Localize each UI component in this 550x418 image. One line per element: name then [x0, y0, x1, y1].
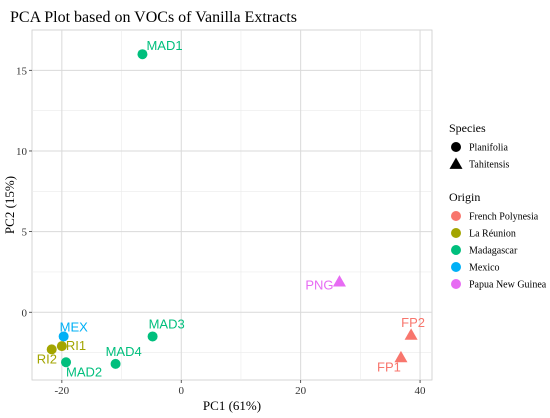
- point-mex: [58, 331, 69, 342]
- legend-origin-label: La Réunion: [469, 229, 516, 240]
- label-mad3: MAD3: [149, 316, 185, 331]
- label-mad1: MAD1: [146, 38, 182, 53]
- x-tick-label: 0: [179, 385, 185, 397]
- legend-species-label: Planifolia: [469, 143, 508, 154]
- legend-origin-swatch: [451, 279, 461, 289]
- label-mex: MEX: [60, 319, 89, 334]
- legend-origin-swatch: [451, 262, 461, 272]
- x-tick-label: -20: [55, 385, 70, 397]
- label-png: PNG: [305, 278, 333, 293]
- legend-origin-label: French Polynesia: [469, 212, 539, 223]
- legend-origin-label: Papua New Guinea: [469, 280, 547, 291]
- grid-lines: [32, 30, 432, 380]
- label-fp2: FP2: [401, 315, 425, 330]
- point-mad2: [61, 357, 72, 368]
- legend-origin-swatch: [451, 211, 461, 221]
- legend-origin-label: Mexico: [469, 263, 500, 274]
- plot-panel: [31, 29, 433, 381]
- legend-origin-label: Madagascar: [469, 246, 518, 257]
- point-mad4: [110, 358, 121, 369]
- label-mad4: MAD4: [106, 344, 142, 359]
- point-fp2: [404, 328, 418, 340]
- y-tick-label: 15: [16, 65, 28, 77]
- point-labels: MAD1 PNG FP2 FP1 MAD3 MAD4 MAD2 MEX RI1 RI2: [37, 38, 425, 379]
- label-ri2: RI2: [37, 351, 57, 366]
- legend-origin-title: Origin: [449, 190, 480, 204]
- y-tick-label: 0: [22, 307, 28, 319]
- legend-triangle-icon: [449, 157, 463, 169]
- y-axis-title: PC2 (15%): [2, 176, 17, 234]
- point-ri1: [56, 341, 67, 352]
- legend-species-title: Species: [449, 121, 486, 135]
- point-mad1: [137, 49, 148, 60]
- label-ri1: RI1: [66, 338, 86, 353]
- x-tick-label: 20: [295, 385, 307, 397]
- legend-species-label: Tahitensis: [469, 160, 510, 171]
- point-ri2: [46, 344, 57, 355]
- point-fp1: [394, 350, 408, 363]
- point-png: [332, 275, 346, 287]
- legend-origin-swatch: [451, 245, 461, 255]
- x-axis-title: PC1 (61%): [203, 398, 261, 413]
- y-tick-label: 5: [22, 227, 28, 239]
- legend-origin-swatch: [451, 228, 461, 238]
- y-tick-label: 10: [16, 146, 28, 158]
- data-points: [46, 49, 418, 369]
- label-fp1: FP1: [377, 359, 401, 374]
- axis-ticks: -20 0 20 40 0 5 10 15: [16, 65, 426, 397]
- legend-circle-icon: [451, 142, 461, 152]
- chart-title: PCA Plot based on VOCs of Vanilla Extrac…: [10, 9, 297, 26]
- x-tick-label: 40: [415, 385, 427, 397]
- plot-area: -20 0 20 40 0 5 10 15 MAD1 PNG FP2 FP1 MAD3 MAD4 MAD2…: [16, 29, 433, 397]
- label-mad2: MAD2: [66, 364, 102, 379]
- point-mad3: [147, 331, 158, 342]
- legend: Species Planifolia Tahitensis Origin French …: [449, 121, 547, 291]
